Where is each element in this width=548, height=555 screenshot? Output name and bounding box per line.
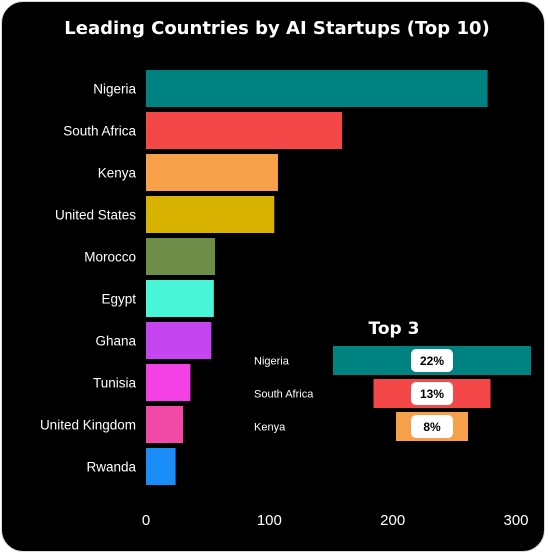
y-axis-labels: Nigeria South Africa Kenya United States Mor…: [40, 82, 137, 475]
funnel-value-kenya: 8%: [423, 420, 441, 434]
bar-egypt: [146, 280, 214, 317]
y-tick-label-united-kingdom: United Kingdom: [40, 418, 136, 433]
bar-morocco: [146, 238, 216, 275]
bar-rwanda: [146, 448, 176, 485]
y-tick-label-nigeria: Nigeria: [93, 82, 136, 97]
y-tick-label-morocco: Morocco: [84, 250, 136, 265]
bar-united-kingdom: [146, 406, 183, 443]
funnel-label-nigeria: Nigeria: [254, 356, 290, 368]
y-tick-label-united-states: United States: [55, 208, 136, 223]
y-tick-label-kenya: Kenya: [98, 166, 137, 181]
bar-united-states: [146, 196, 275, 233]
funnel-value-south-africa: 13%: [420, 387, 444, 401]
bar-south-africa: [146, 112, 343, 149]
funnel-value-badge: [411, 349, 453, 372]
inset-funnel: Nigeria 22% South Africa 13% Kenya 8%: [254, 346, 531, 441]
funnel-label-kenya: Kenya: [254, 422, 286, 434]
funnel-label-south-africa: South Africa: [254, 389, 314, 401]
funnel-value-badge: [411, 415, 453, 438]
x-tick-label: 100: [257, 512, 282, 529]
main-bar-group: [146, 70, 488, 485]
x-tick-label: 0: [142, 512, 150, 529]
bar-nigeria: [146, 70, 488, 107]
inset-title: Top 3: [369, 319, 420, 339]
funnel-value-nigeria: 22%: [420, 354, 444, 368]
y-tick-label-ghana: Ghana: [95, 334, 136, 349]
x-tick-label: 300: [503, 512, 528, 529]
y-tick-label-tunisia: Tunisia: [93, 376, 137, 391]
bar-tunisia: [146, 364, 191, 401]
y-tick-label-egypt: Egypt: [101, 292, 136, 307]
y-tick-label-south-africa: South Africa: [63, 124, 136, 139]
y-tick-label-rwanda: Rwanda: [86, 460, 136, 475]
bar-ghana: [146, 322, 212, 359]
bar-kenya: [146, 154, 278, 191]
chart-title: Leading Countries by AI Startups (Top 10…: [64, 18, 489, 39]
x-axis-ticks: 0 100 200 300: [142, 512, 529, 529]
funnel-value-badge: [411, 382, 453, 405]
x-tick-label: 200: [380, 512, 405, 529]
